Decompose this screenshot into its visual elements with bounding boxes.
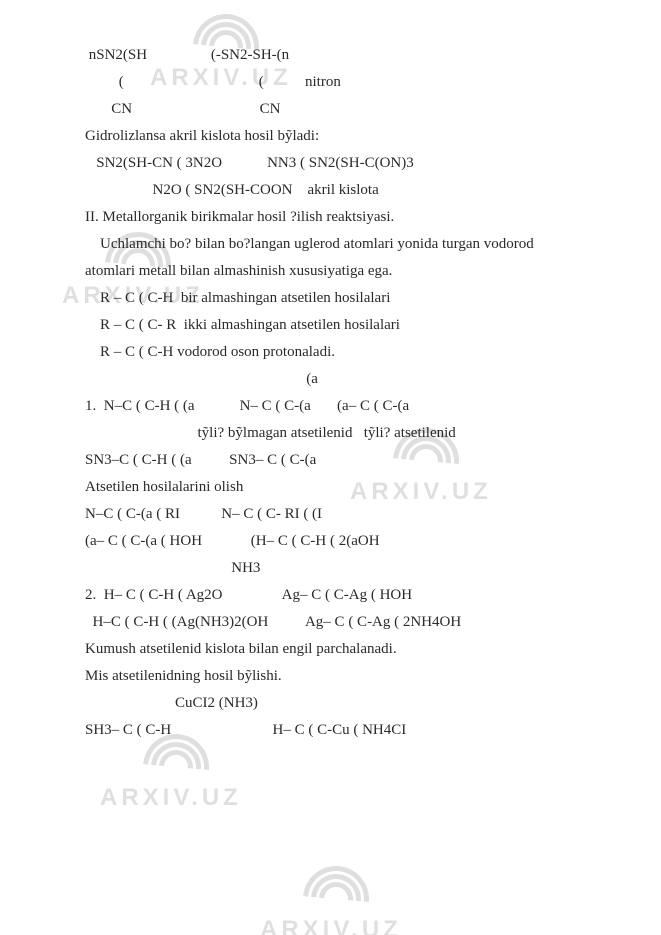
text-line: II. Metallorganik birikmalar hosil ?ilis… — [85, 204, 591, 231]
text-line: 1. N–C ( C-H ( (a N– C ( C-(a (a– C ( C-… — [85, 393, 591, 420]
text-line: H–C ( C-H ( (Ag(NH3)2(OH Ag– C ( C-Ag ( … — [85, 609, 591, 636]
text-line: SN3–C ( C-H ( (a SN3– C ( C-(a — [85, 447, 591, 474]
text-line: Kumush atsetilenid kislota bilan engil p… — [85, 636, 591, 663]
document-page: nSN2(SH (-SN2-SH-(n ( ( nitron CN CN Gid… — [0, 0, 661, 935]
text-line: tỹli? bỹlmagan atsetilenid tỹli? atsetil… — [85, 420, 591, 447]
text-line: atomlari metall bilan almashinish xususi… — [85, 258, 591, 285]
text-line: SH3– C ( C-H H– C ( C-Cu ( NH4CI — [85, 717, 591, 744]
text-line: NH3 — [85, 555, 591, 582]
text-line: Atsetilen hosilalarini olish — [85, 474, 591, 501]
text-line: R – C ( C-H bir almashingan atsetilen ho… — [85, 285, 591, 312]
text-line: ( ( nitron — [85, 69, 591, 96]
text-line: 2. H– C ( C-H ( Ag2O Ag– C ( C-Ag ( HOH — [85, 582, 591, 609]
text-line: N–C ( C-(a ( RI N– C ( C- RI ( (I — [85, 501, 591, 528]
text-line: (a– C ( C-(a ( HOH (H– C ( C-H ( 2(aOH — [85, 528, 591, 555]
text-line: (a — [85, 366, 591, 393]
text-line: Gidrolizlansa akril kislota hosil bỹladi… — [85, 123, 591, 150]
text-line: Uchlamchi bo? bilan bo?langan uglerod at… — [85, 231, 591, 258]
text-line: CN CN — [85, 96, 591, 123]
text-line: nSN2(SH (-SN2-SH-(n — [85, 42, 591, 69]
text-line: N2O ( SN2(SH-COON akril kislota — [85, 177, 591, 204]
text-line: R – C ( C- R ikki almashingan atsetilen … — [85, 312, 591, 339]
text-line: CuCI2 (NH3) — [85, 690, 591, 717]
text-line: SN2(SH-CN ( 3N2O NN3 ( SN2(SH-C(ON)3 — [85, 150, 591, 177]
text-line: Mis atsetilenidning hosil bỹlishi. — [85, 663, 591, 690]
text-line: R – C ( C-H vodorod oson protonaladi. — [85, 339, 591, 366]
